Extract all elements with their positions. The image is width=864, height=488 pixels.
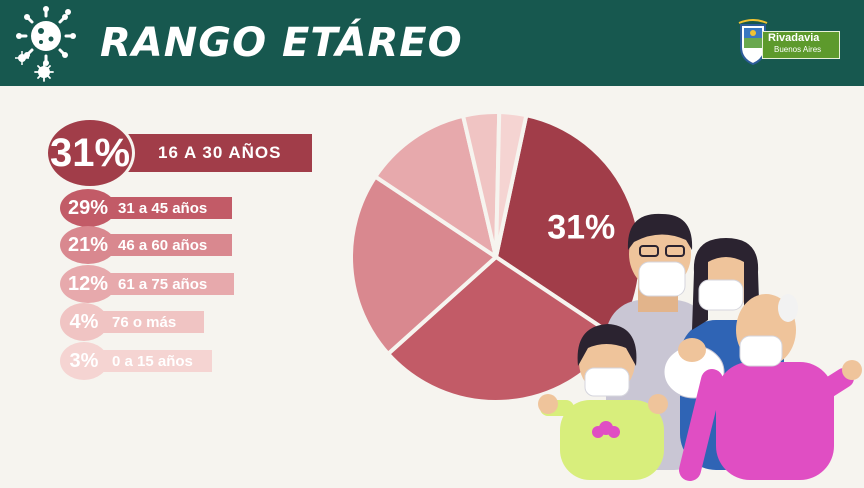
legend-bar-2: 46 a 60 años <box>84 234 232 256</box>
logo-tag <box>762 31 840 59</box>
legend-pct-1: 29% <box>60 189 116 227</box>
legend-bar-3: 61 a 75 años <box>84 273 234 295</box>
legend-label-0: 16 A 30 AÑOS <box>158 143 282 162</box>
logo-line2: Buenos Aires <box>774 45 822 54</box>
logo-line1: Rivadavia <box>768 32 820 44</box>
pie-slice-3 <box>373 113 498 259</box>
legend-label-4: 76 o más <box>112 313 177 331</box>
pie-data-label: 31% <box>547 208 615 246</box>
legend-pct-0: 31% <box>45 117 135 189</box>
legend-bar-5: 0 a 15 años <box>84 350 212 372</box>
grandfather-figure <box>679 294 862 481</box>
virus-icon <box>15 6 76 82</box>
page-title: RANGO ETÁREO <box>100 20 463 66</box>
child-figure <box>538 324 668 480</box>
legend-label-2: 46 a 60 años <box>118 236 208 254</box>
legend-label-3: 61 a 75 años <box>118 275 208 293</box>
legend-pct-5: 3% <box>60 342 108 380</box>
municipality-logo: Rivadavia Buenos Aires <box>736 19 840 67</box>
legend-label-1: 31 a 45 años <box>118 199 208 217</box>
legend-pct-3: 12% <box>60 265 116 303</box>
legend-pct-4: 4% <box>60 303 108 341</box>
legend-bar-1: 31 a 45 años <box>84 197 232 219</box>
pie-slice-5 <box>494 110 529 259</box>
header-bar: RANGO ETÁREO Rivadavia Buenos Aires <box>0 0 864 86</box>
pie-slice-2 <box>349 174 498 356</box>
legend-bar-4: 76 o más <box>84 311 204 333</box>
legend-pct-2: 21% <box>60 226 116 264</box>
legend-label-5: 0 a 15 años <box>112 352 193 370</box>
